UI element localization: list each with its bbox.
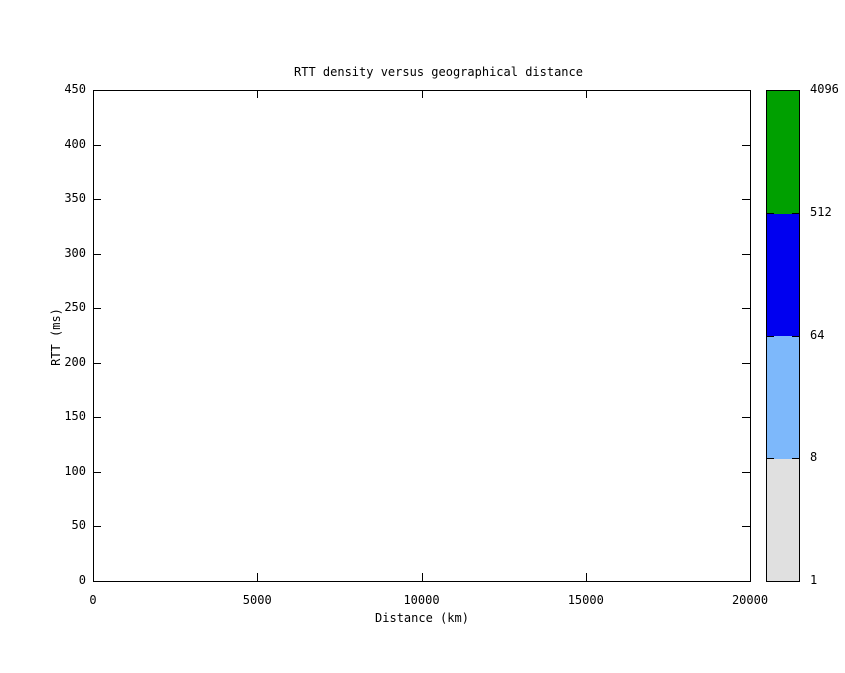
- colorbar-tick-label: 1: [810, 573, 818, 587]
- chart-title: RTT density versus geographical distance: [294, 65, 583, 79]
- y-tick-mirror: [742, 471, 750, 473]
- y-tick: [93, 471, 101, 473]
- y-tick-mirror: [742, 417, 750, 419]
- x-tick: [93, 573, 94, 581]
- colorbar-tick-label: 64: [810, 327, 825, 342]
- y-tick-label: 150: [64, 409, 86, 424]
- x-tick-label: 10000: [403, 593, 440, 607]
- x-tick-label: 5000: [242, 593, 272, 607]
- colorbar-tick-mirror: [792, 212, 799, 214]
- x-tick-mirror: [93, 90, 94, 98]
- y-tick-label: 50: [71, 518, 86, 533]
- y-tick-label: 450: [64, 82, 86, 96]
- y-tick-mirror: [742, 199, 750, 201]
- y-tick: [93, 581, 101, 582]
- y-tick-mirror: [742, 253, 750, 255]
- colorbar-segment-64-512: [767, 213, 799, 336]
- x-tick: [750, 573, 751, 581]
- colorbar: [766, 90, 800, 582]
- x-tick-mirror: [421, 90, 423, 98]
- y-tick-label: 350: [64, 191, 86, 206]
- y-tick-mirror: [742, 526, 750, 528]
- colorbar-segment-8-64: [767, 336, 799, 459]
- plot-area: [93, 90, 751, 582]
- y-tick-label: 400: [64, 136, 86, 151]
- x-tick-label: 15000: [567, 593, 604, 607]
- x-tick-mirror: [257, 90, 259, 98]
- x-tick: [421, 573, 423, 581]
- x-tick-mirror: [750, 90, 751, 98]
- y-tick: [93, 90, 101, 91]
- y-tick-mirror: [742, 362, 750, 364]
- x-tick-label: 20000: [731, 593, 769, 607]
- y-tick-mirror: [742, 308, 750, 310]
- colorbar-tick: [767, 458, 774, 460]
- x-tick: [585, 573, 587, 581]
- colorbar-tick: [767, 212, 774, 214]
- y-tick-mirror: [742, 90, 750, 91]
- x-tick-label: 0: [89, 593, 97, 607]
- colorbar-tick-mirror: [792, 335, 799, 337]
- y-tick: [93, 253, 101, 255]
- x-axis-label: Distance (km): [375, 611, 469, 625]
- y-tick: [93, 417, 101, 419]
- y-tick-mirror: [742, 581, 750, 582]
- y-tick-label: 300: [64, 245, 86, 260]
- y-tick: [93, 308, 101, 310]
- colorbar-tick-label: 8: [810, 450, 818, 465]
- colorbar-segment-1-8: [767, 458, 799, 581]
- y-tick-label: 200: [64, 354, 86, 369]
- x-tick-mirror: [585, 90, 587, 98]
- y-tick-mirror: [742, 144, 750, 146]
- colorbar-tick-mirror: [792, 458, 799, 460]
- y-tick-label: 100: [64, 463, 86, 478]
- colorbar-segment-512-4096: [767, 91, 799, 214]
- y-tick: [93, 526, 101, 528]
- y-tick: [93, 362, 101, 364]
- x-tick: [257, 573, 259, 581]
- colorbar-tick-label: 512: [810, 204, 832, 219]
- y-tick-label: 0: [78, 573, 86, 587]
- y-tick: [93, 144, 101, 146]
- colorbar-tick-label: 4096: [810, 82, 839, 96]
- y-tick: [93, 199, 101, 201]
- y-tick-label: 250: [64, 300, 86, 315]
- colorbar-tick: [767, 335, 774, 337]
